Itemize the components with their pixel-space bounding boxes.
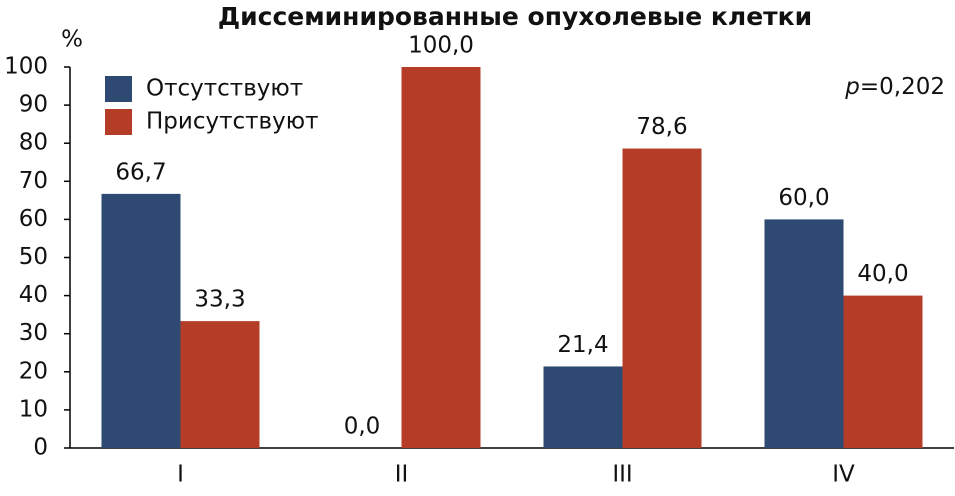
annotation: p=0,202 (844, 74, 945, 100)
y-tick-label: 80 (19, 130, 48, 156)
bar (401, 67, 481, 448)
legend-label: Присутствуют (146, 109, 318, 135)
legend-swatch (105, 109, 132, 135)
y-tick-label: 40 (19, 282, 48, 308)
value-label: 21,4 (557, 332, 608, 358)
y-tick-label: 30 (19, 320, 48, 346)
value-label: 60,0 (778, 185, 829, 211)
y-axis-label: % (61, 27, 83, 53)
value-label: 40,0 (857, 261, 908, 287)
bar (543, 366, 623, 448)
value-label: 78,6 (636, 114, 687, 140)
legend-label: Отсутствуют (146, 76, 303, 102)
bar (101, 193, 181, 448)
x-tick-label: I (177, 462, 184, 488)
y-tick-label: 50 (19, 244, 48, 270)
annotation-var: p (844, 74, 860, 100)
value-label: 100,0 (408, 33, 474, 59)
bar (180, 321, 260, 448)
y-tick-label: 70 (19, 168, 48, 194)
chart-title: Диссеминированные опухолевые клетки (218, 2, 812, 31)
bar (622, 148, 702, 448)
x-tick-label: IV (832, 462, 855, 488)
y-tick-label: 90 (19, 92, 48, 118)
bar (764, 219, 844, 448)
x-tick-label: III (612, 462, 632, 488)
x-tick-label: II (395, 462, 409, 488)
value-label: 0,0 (344, 414, 381, 440)
y-tick-label: 60 (19, 206, 48, 232)
value-label: 66,7 (115, 159, 166, 185)
value-label: 33,3 (194, 287, 245, 313)
y-tick-label: 10 (19, 396, 48, 422)
annotation-value: =0,202 (860, 74, 945, 100)
y-tick-label: 100 (4, 54, 48, 80)
y-tick-label: 0 (33, 435, 48, 461)
y-tick-label: 20 (19, 358, 48, 384)
bar (843, 295, 923, 448)
legend-swatch (105, 76, 132, 102)
